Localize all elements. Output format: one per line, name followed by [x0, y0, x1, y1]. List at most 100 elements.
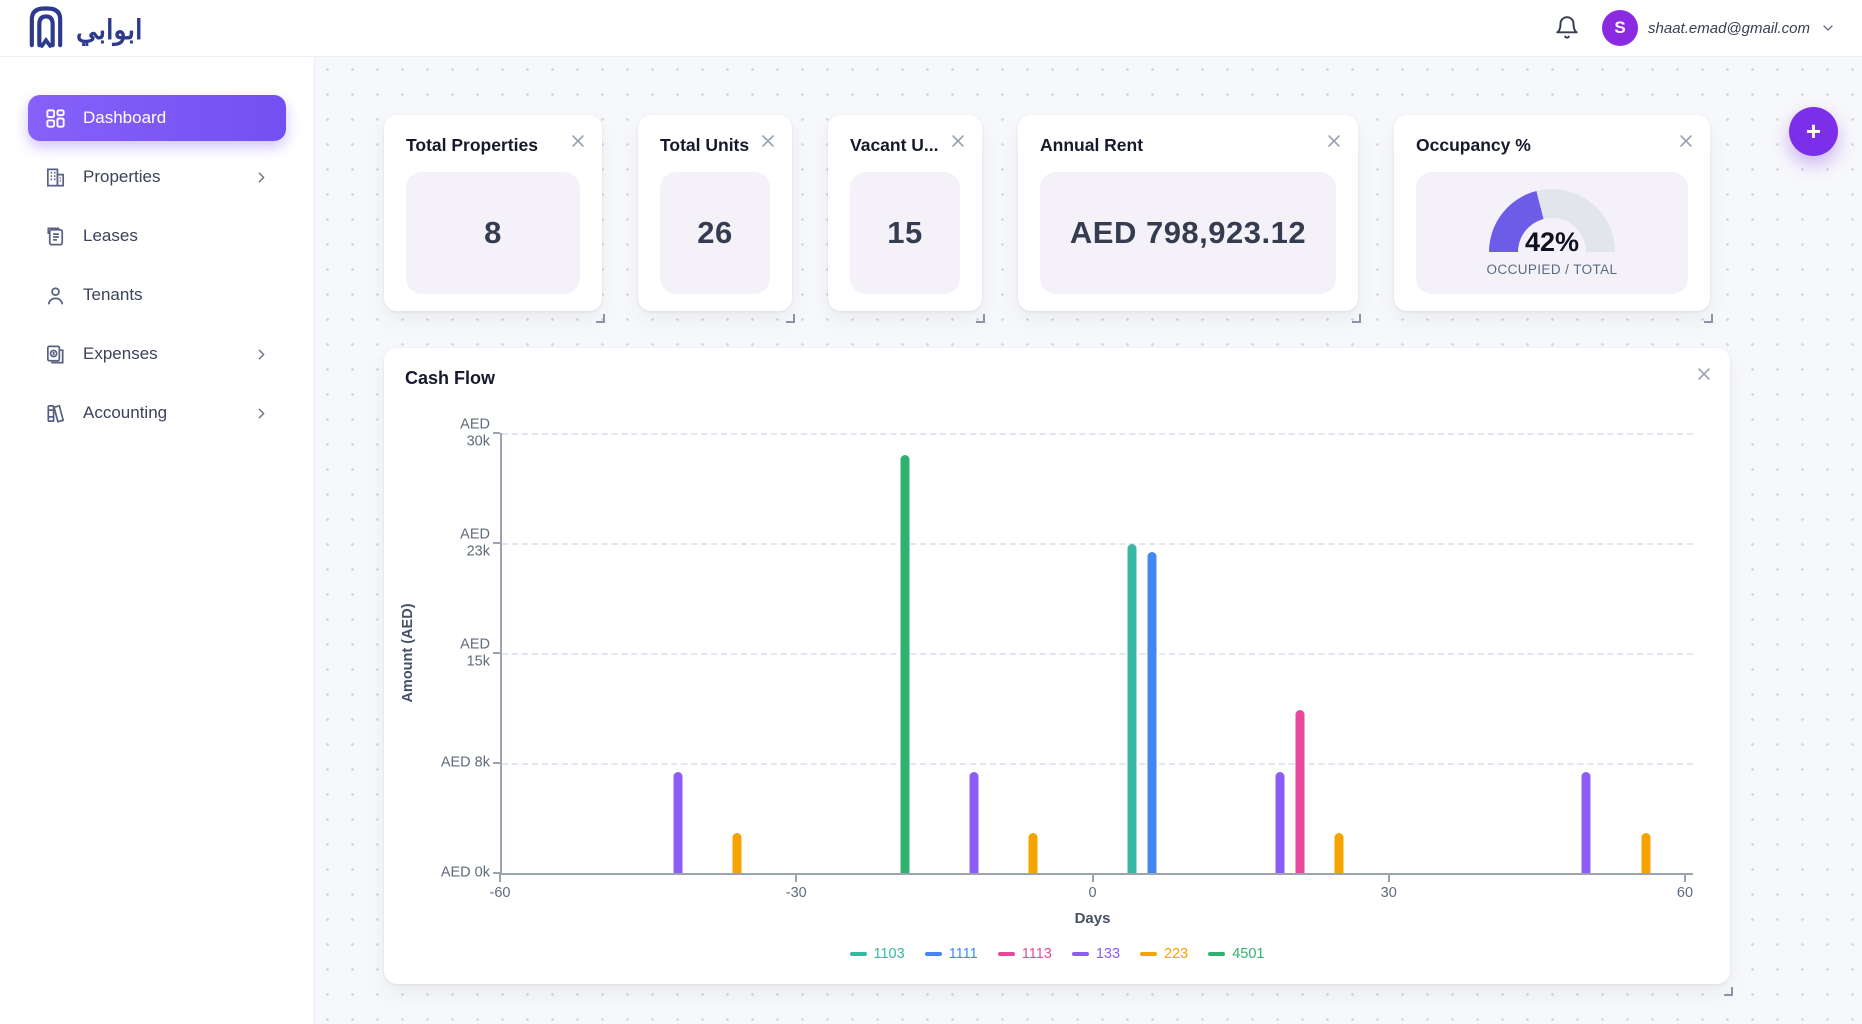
close-icon[interactable]	[948, 131, 968, 151]
bar-223[interactable]	[1334, 833, 1344, 873]
y-tick-label: AED 15k	[460, 636, 490, 669]
bar-223[interactable]	[732, 833, 742, 873]
bar-1103[interactable]	[1127, 544, 1137, 873]
y-tick-label: AED 30k	[460, 416, 490, 449]
sidebar-item-properties[interactable]: Properties	[28, 154, 286, 200]
sidebar-item-accounting[interactable]: Accounting	[28, 390, 286, 436]
sidebar-item-expenses[interactable]: Expenses	[28, 331, 286, 377]
gridline	[502, 543, 1693, 545]
expense-receipt-icon	[44, 343, 67, 366]
close-icon[interactable]	[758, 131, 778, 151]
gridline	[502, 653, 1693, 655]
x-tick-label: 0	[1088, 885, 1097, 901]
stat-title: Annual Rent	[1040, 135, 1144, 155]
y-axis-line	[500, 433, 502, 873]
avatar[interactable]: S	[1602, 10, 1639, 46]
cash-flow-card: Cash Flow Amount (AED) AED 0k AED 8k AED 1…	[384, 348, 1733, 996]
legend-marker	[1071, 952, 1089, 956]
x-tick-label: 30	[1380, 885, 1397, 901]
brand-name: ابوابي	[76, 14, 143, 45]
y-tick-mark	[493, 762, 500, 764]
close-icon[interactable]	[568, 131, 588, 151]
brand-logo[interactable]: ابوابي	[26, 4, 143, 53]
stat-card-total-properties: Total Properties 8	[384, 115, 605, 323]
legend-item-1113[interactable]: 1113	[997, 946, 1052, 962]
bar-1111[interactable]	[1147, 551, 1157, 873]
lease-document-icon	[44, 225, 67, 248]
stats-row: Total Properties 8 Total Units 26	[384, 115, 1713, 323]
bar-133[interactable]	[969, 771, 979, 873]
x-tick-mark	[1684, 874, 1686, 882]
occupancy-percent: 42%	[1524, 227, 1580, 252]
stat-card-annual-rent: Annual Rent AED 798,923.12	[1018, 115, 1361, 323]
stat-card-total-units: Total Units 26	[638, 115, 795, 323]
y-tick-mark	[493, 652, 500, 654]
x-tick-mark	[1387, 874, 1390, 882]
legend-item-133[interactable]: 133	[1071, 946, 1121, 962]
x-axis-title: Days	[1074, 910, 1111, 927]
x-tick-label: 60	[1676, 885, 1694, 901]
sidebar-item-label: Leases	[83, 226, 138, 245]
bar-1113[interactable]	[1295, 710, 1305, 873]
y-axis-title: Amount (AED)	[400, 603, 416, 703]
stat-title: Total Properties	[406, 135, 538, 155]
y-tick-mark	[493, 432, 500, 434]
stat-panel: 26	[660, 172, 770, 294]
books-icon	[44, 402, 67, 425]
sidebar-item-label: Expenses	[83, 344, 158, 363]
x-tick-mark	[499, 874, 501, 882]
legend-label: 133	[1095, 946, 1121, 962]
gridline	[502, 763, 1693, 765]
stat-value: 15	[887, 215, 923, 250]
notifications-bell-icon[interactable]	[1554, 15, 1580, 41]
bar-133[interactable]	[673, 771, 683, 873]
legend-marker	[1140, 952, 1158, 956]
chevron-down-icon	[1820, 20, 1836, 36]
main-content: + Total Properties 8 Total Units 26	[315, 57, 1862, 1024]
stat-value: 8	[484, 215, 502, 250]
resize-handle[interactable]	[1352, 314, 1361, 323]
legend-marker	[997, 952, 1015, 956]
add-widget-button[interactable]: +	[1789, 107, 1838, 156]
sidebar-item-dashboard[interactable]: Dashboard	[28, 95, 286, 141]
gridline	[502, 433, 1693, 435]
legend-marker	[1208, 952, 1226, 956]
sidebar-item-label: Tenants	[83, 285, 143, 304]
chevron-right-icon	[253, 405, 270, 422]
x-tick-label: -30	[785, 885, 807, 901]
resize-handle[interactable]	[786, 314, 795, 323]
bar-4501[interactable]	[900, 455, 910, 873]
resize-handle[interactable]	[1704, 314, 1713, 323]
occupancy-caption: OCCUPIED / TOTAL	[1486, 262, 1618, 277]
bar-133[interactable]	[1581, 771, 1591, 873]
top-bar: ابوابي S shaat.emad@gmail.com	[0, 0, 1862, 57]
bar-133[interactable]	[1275, 771, 1285, 873]
legend-item-1103[interactable]: 1103	[849, 946, 905, 962]
stat-value: 26	[697, 215, 733, 250]
chart-legend: 1103 1111 1113 133 223 4501	[384, 946, 1730, 962]
legend-item-1111[interactable]: 1111	[924, 946, 978, 962]
occupancy-panel: 42% OCCUPIED / TOTAL	[1416, 172, 1688, 294]
resize-handle[interactable]	[976, 314, 985, 323]
stat-panel: 8	[406, 172, 580, 294]
stat-title: Vacant U...	[850, 135, 939, 155]
sidebar-item-leases[interactable]: Leases	[28, 213, 286, 259]
x-tick-mark	[795, 874, 798, 882]
y-tick-mark	[493, 872, 500, 874]
bar-223[interactable]	[1641, 833, 1650, 873]
close-icon[interactable]	[1676, 131, 1696, 151]
close-icon[interactable]	[1694, 364, 1714, 384]
close-icon[interactable]	[1324, 131, 1344, 151]
sidebar-item-tenants[interactable]: Tenants	[28, 272, 286, 318]
y-tick-mark	[493, 542, 500, 544]
legend-item-223[interactable]: 223	[1140, 946, 1188, 962]
bar-223[interactable]	[1028, 833, 1038, 873]
user-menu[interactable]: S shaat.emad@gmail.com	[1602, 10, 1836, 46]
resize-handle[interactable]	[596, 314, 605, 323]
user-email: shaat.emad@gmail.com	[1648, 19, 1810, 37]
resize-handle[interactable]	[1724, 987, 1733, 996]
x-axis-line	[500, 873, 1693, 875]
stat-title: Occupancy %	[1416, 135, 1531, 155]
legend-item-4501[interactable]: 4501	[1208, 946, 1265, 962]
